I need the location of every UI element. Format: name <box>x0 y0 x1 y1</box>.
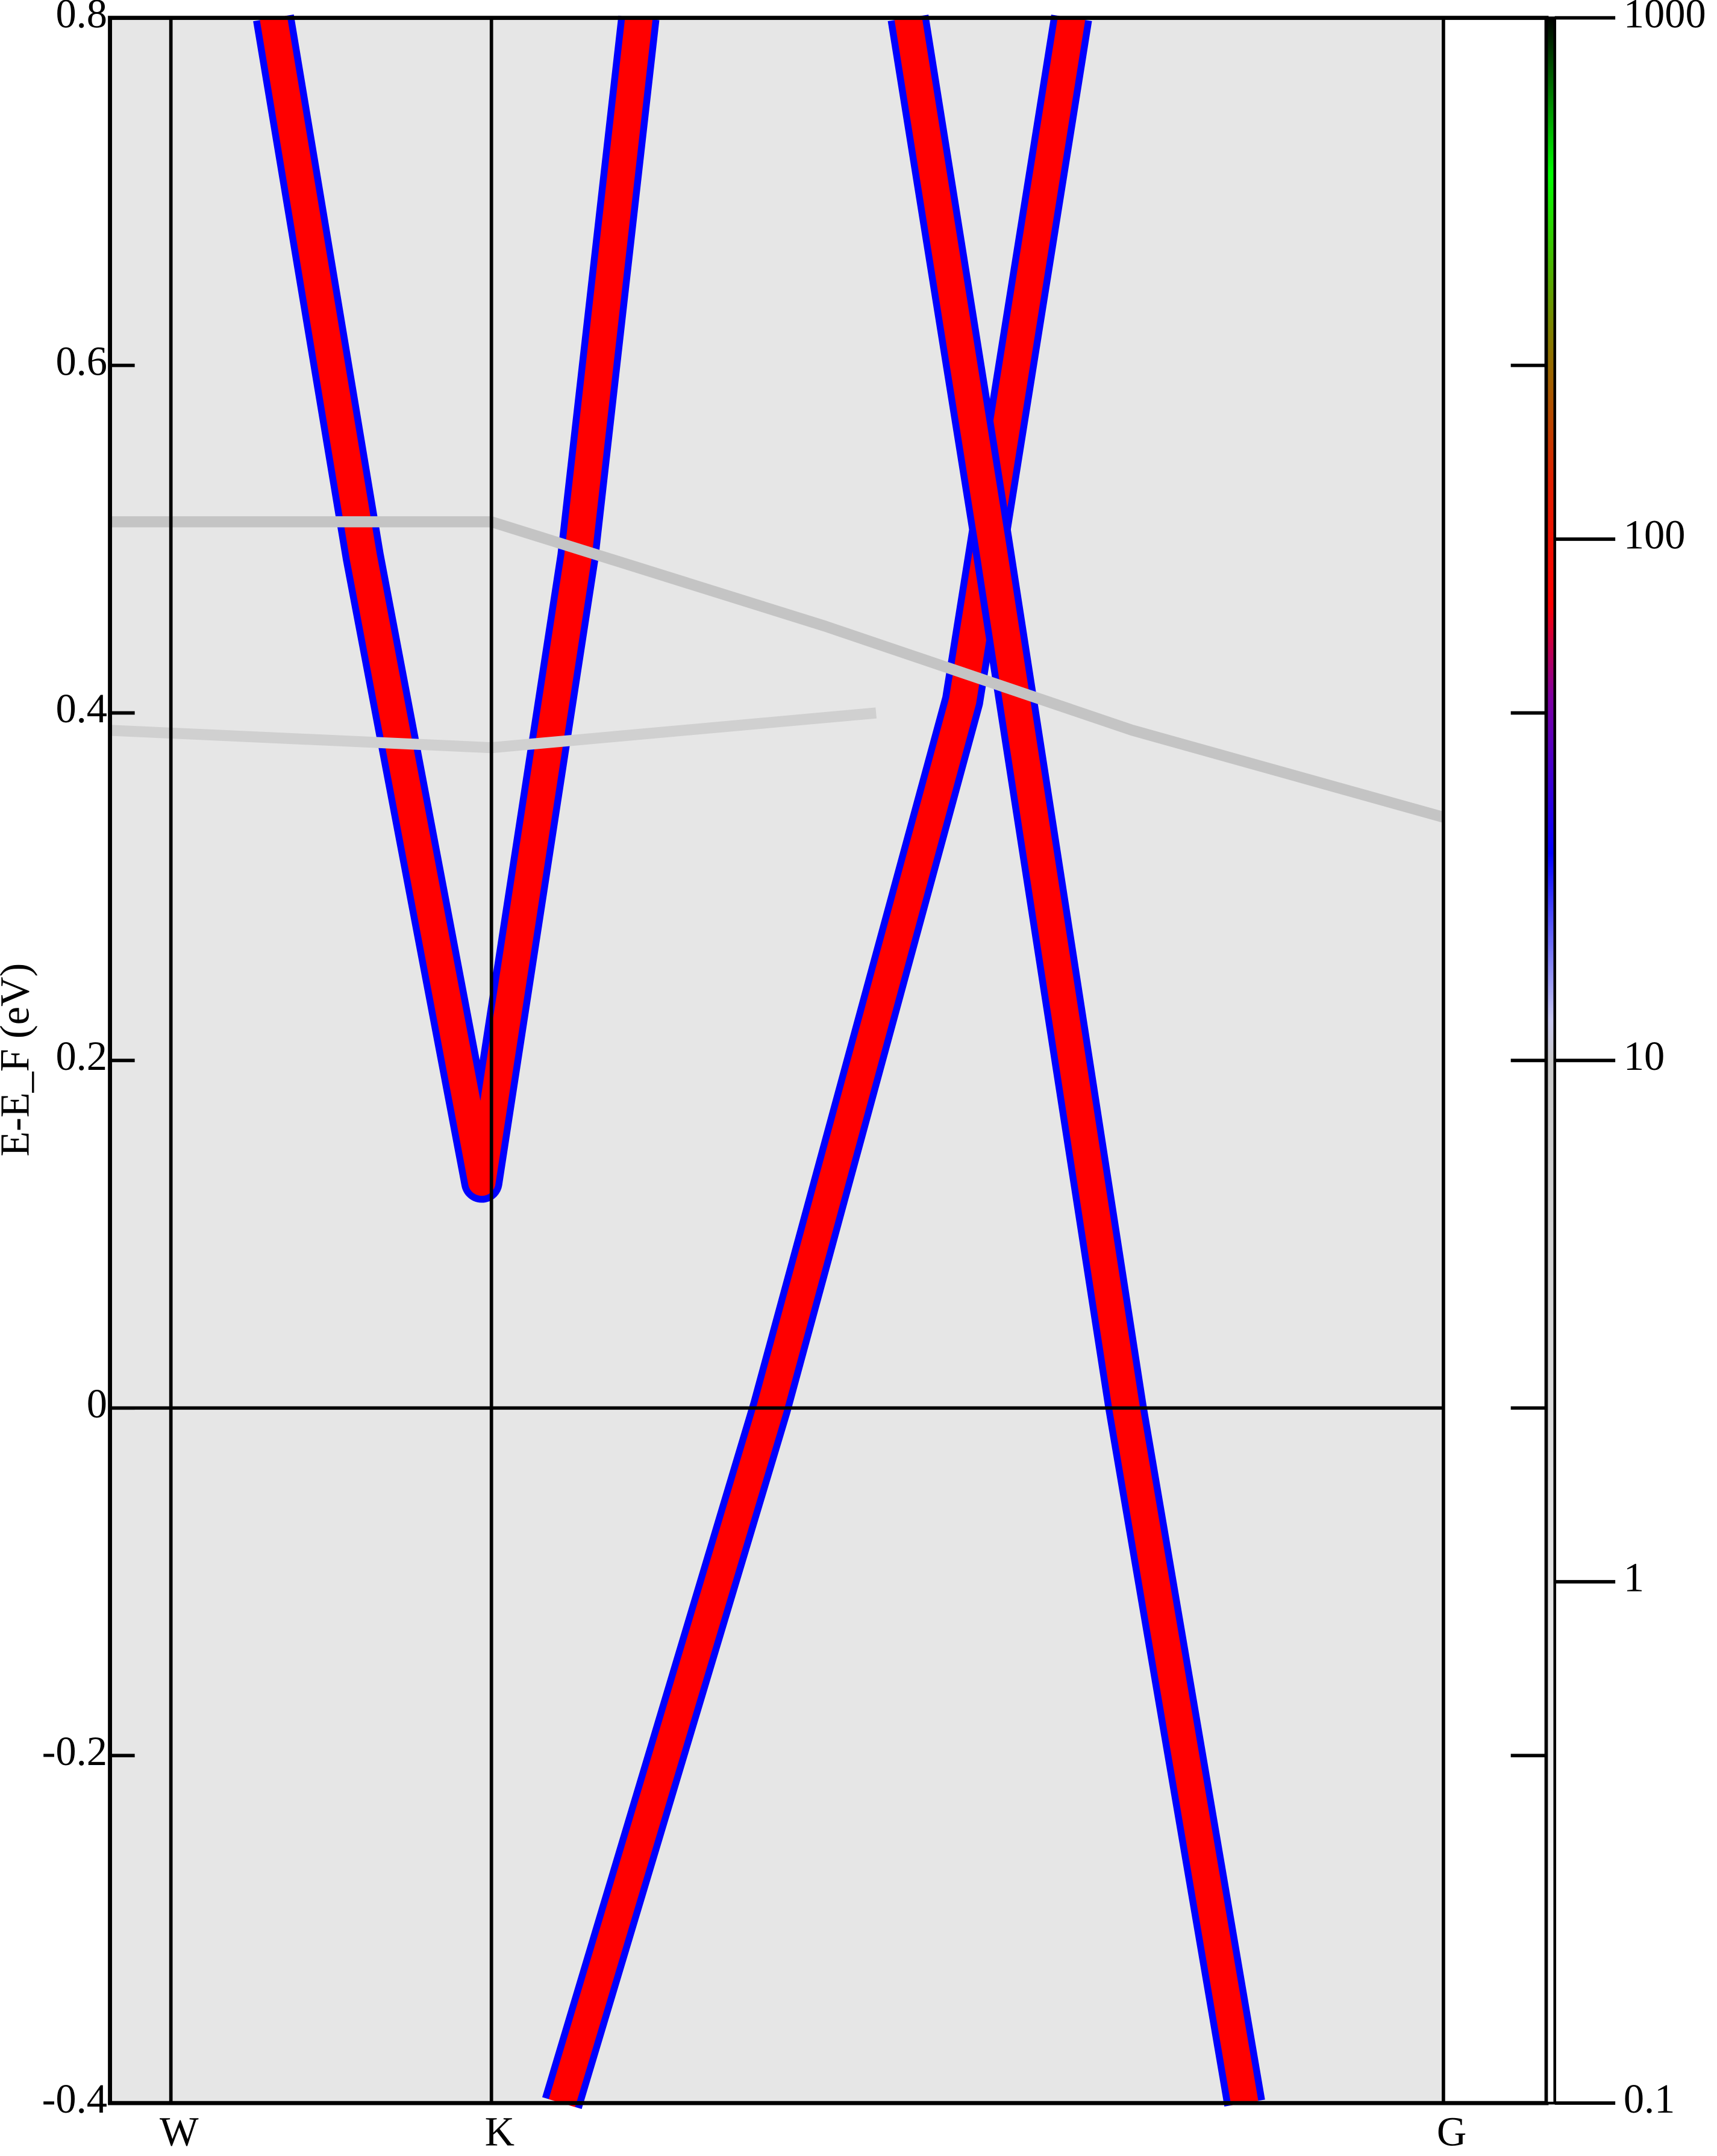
y-tick-label: 0.6 <box>55 338 107 384</box>
y-tick-label: -0.4 <box>42 2076 107 2122</box>
band <box>548 16 1086 2107</box>
y-tick-label: 0.2 <box>55 1033 107 1079</box>
y-tick-label: -0.2 <box>42 1728 107 1774</box>
colorbar <box>1545 16 1557 2105</box>
x-tick-label: K <box>485 2109 514 2155</box>
colorbar-tick-label: 1000 <box>1624 0 1706 36</box>
y-tick-label: 0.4 <box>55 686 107 731</box>
y-axis-label: E-E_F (eV) <box>0 963 38 1157</box>
y-tick-label: 0.8 <box>55 0 107 36</box>
colorbar-tick-label: 1 <box>1624 1554 1644 1600</box>
x-tick-label: W <box>160 2109 199 2155</box>
y-tick-label: 0 <box>87 1381 107 1426</box>
weak-band <box>110 516 1445 823</box>
colorbar-tick-label: 10 <box>1624 1033 1665 1079</box>
band <box>894 16 1259 2105</box>
x-tick-label: G <box>1437 2109 1466 2155</box>
colorbar-tick-label: 100 <box>1624 512 1686 558</box>
colorbar-tick-label: 0.1 <box>1624 2076 1675 2122</box>
band <box>260 15 653 1196</box>
